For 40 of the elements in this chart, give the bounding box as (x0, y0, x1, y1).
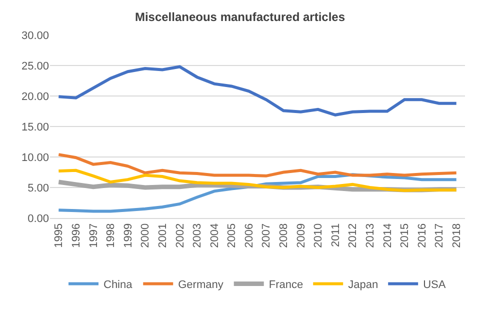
x-tick-label: 2005 (226, 223, 238, 248)
x-tick-label: 2017 (434, 223, 446, 248)
x-tick-label: 2018 (450, 223, 463, 248)
x-tick-label: 1997 (88, 223, 100, 248)
x-tick-label: 1998 (105, 223, 118, 248)
y-tick-label: 20.00 (21, 90, 49, 103)
y-tick-label: 25.00 (21, 60, 49, 72)
x-tick-label: 2003 (192, 223, 204, 248)
legend-label: USA (423, 279, 446, 292)
x-tick-label: 2002 (174, 223, 186, 248)
y-tick-label: 0.00 (28, 212, 49, 225)
x-tick-label: 2009 (295, 223, 308, 248)
x-tick-label: 2008 (278, 223, 290, 248)
x-tick-label: 1995 (53, 223, 66, 248)
x-tick-label: 2012 (347, 223, 360, 248)
x-tick-label: 2001 (156, 223, 169, 248)
line-series (57, 65, 458, 116)
x-tick-label: 2000 (140, 223, 152, 248)
legend-label: China (104, 279, 134, 292)
y-tick-label: 15.00 (21, 121, 49, 134)
x-tick-label: 2010 (312, 223, 325, 248)
line-series (57, 153, 458, 178)
x-tick-label: 2015 (399, 223, 412, 248)
x-tick-label: 1996 (70, 223, 83, 248)
chart-title: Miscellaneous manufactured articles (134, 10, 346, 24)
y-tick-label: 10.00 (21, 152, 49, 164)
y-tick-label: 5.00 (28, 182, 49, 194)
legend-label: Japan (348, 279, 378, 292)
y-tick-label: 30.00 (21, 30, 49, 42)
legend-label: France (268, 279, 304, 292)
x-tick-label: 2011 (330, 223, 342, 248)
x-tick-label: 2014 (382, 223, 394, 248)
x-tick-label: 1999 (122, 223, 134, 248)
x-tick-label: 2007 (260, 223, 273, 248)
x-tick-label: 2016 (416, 223, 428, 248)
x-tick-label: 2006 (243, 223, 256, 248)
x-tick-label: 2013 (364, 223, 376, 248)
legend-label: Germany (178, 279, 224, 292)
x-tick-label: 2004 (208, 223, 221, 248)
line-series (57, 168, 458, 192)
